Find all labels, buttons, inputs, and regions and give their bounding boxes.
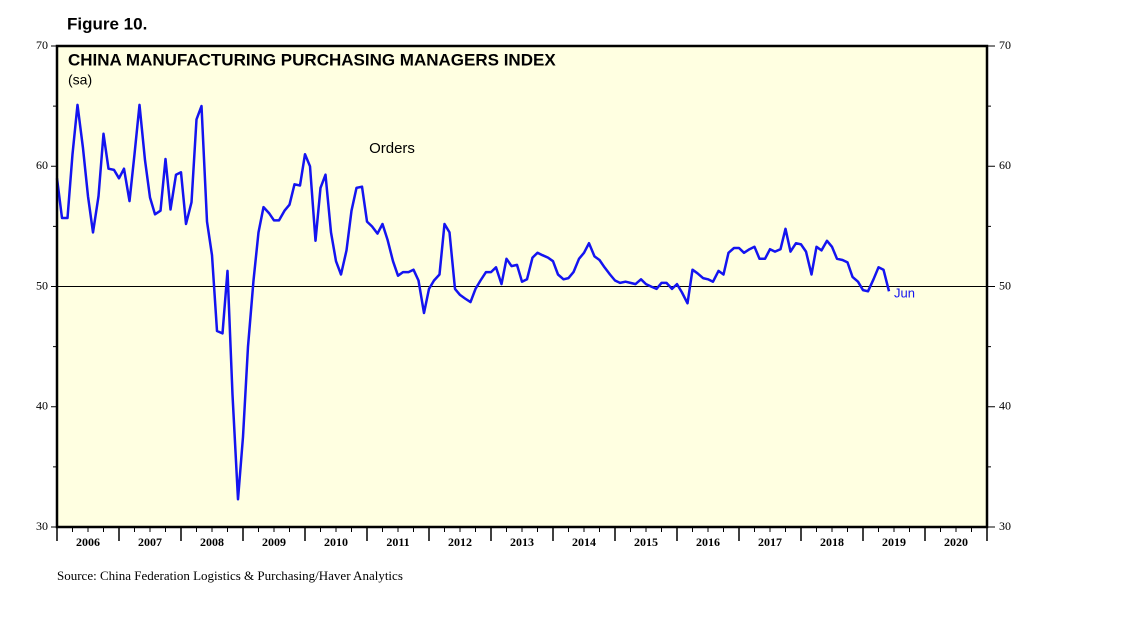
x-tick-label: 2009 (262, 535, 286, 549)
y-tick-label: 30 (36, 519, 48, 533)
x-tick-label: 2017 (758, 535, 782, 549)
x-tick-label: 2013 (510, 535, 534, 549)
plot-frame (55, 44, 989, 529)
end-label: Jun (894, 286, 915, 301)
y2-tick-label: 50 (999, 278, 1011, 292)
subtitle: (sa) (68, 72, 92, 88)
y-tick-label: 70 (36, 38, 48, 52)
figure-label: Figure 10. (67, 14, 147, 33)
x-tick-label: 2020 (944, 535, 968, 549)
y2-tick-label: 30 (999, 519, 1011, 533)
x-tick-label: 2018 (820, 535, 844, 549)
x-tick-label: 2007 (138, 535, 162, 549)
x-tick-label: 2016 (696, 535, 720, 549)
x-tick-label: 2015 (634, 535, 658, 549)
x-tick-label: 2019 (882, 535, 906, 549)
y-tick-label: 40 (36, 399, 48, 413)
data-line (55, 103, 891, 501)
x-tick-label: 2014 (572, 535, 596, 549)
y2-tick-label: 60 (999, 158, 1011, 172)
y-tick-label: 50 (36, 278, 48, 292)
x-tick-label: 2011 (386, 535, 409, 549)
series-label: Orders (369, 140, 415, 157)
source: Source: China Federation Logistics & Pur… (57, 568, 403, 583)
y2-tick-label: 70 (999, 38, 1011, 52)
x-tick-label: 2012 (448, 535, 472, 549)
y2-tick-label: 40 (999, 399, 1011, 413)
y-tick-label: 60 (36, 158, 48, 172)
chart-title: CHINA MANUFACTURING PURCHASING MANAGERS … (68, 50, 556, 69)
x-tick-label: 2010 (324, 535, 348, 549)
x-tick-label: 2006 (76, 535, 100, 549)
x-tick-label: 2008 (200, 535, 224, 549)
